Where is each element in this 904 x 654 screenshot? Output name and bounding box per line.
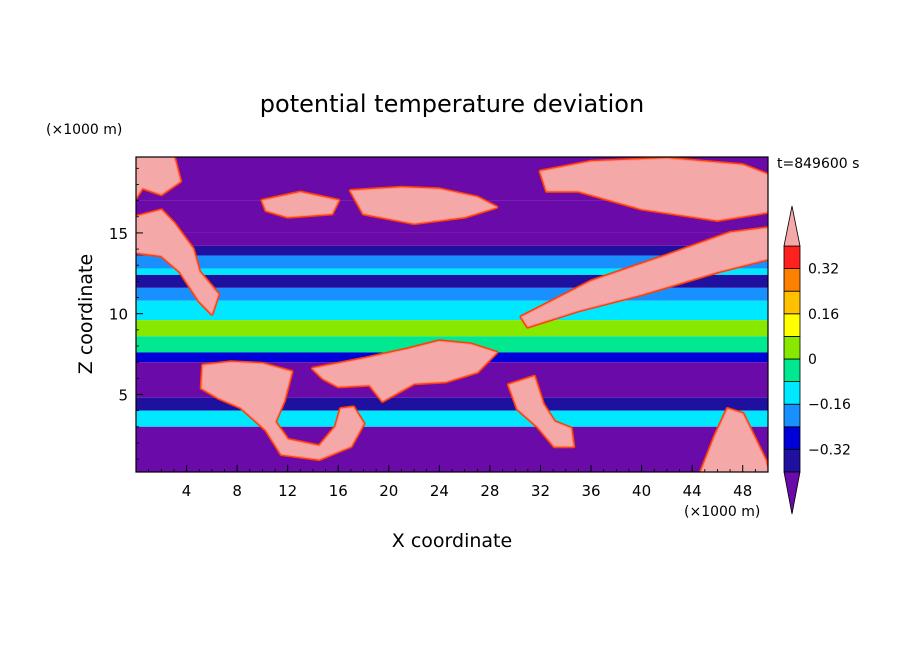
colorbar-segment (783, 448, 801, 473)
x-tick-label: 28 (480, 482, 499, 500)
colorbar-max-arrow (783, 205, 801, 247)
contour-band-9 (136, 320, 768, 337)
x-tick-label: 20 (379, 482, 398, 500)
colorbar-segment (783, 268, 801, 292)
contour-band-14 (136, 410, 768, 427)
colorbar-segment (783, 358, 801, 383)
time-label: t=849600 s (777, 156, 859, 172)
x-tick-label: 36 (581, 482, 600, 500)
y-tick-label: 15 (109, 225, 128, 243)
colorbar-segment (783, 381, 801, 405)
x-axis-ticks: 4 8 12 16 20 24 28 32 36 40 44 48 (148, 465, 756, 500)
colorbar: −0.32 −0.16 0 0.16 0.32 (783, 205, 851, 515)
x-tick-label: 4 (182, 482, 192, 500)
y-tick-label: 5 (118, 386, 128, 404)
patch-upper-islands (261, 191, 339, 218)
contour-band-2 (136, 232, 768, 246)
patch-upper-right (539, 158, 768, 221)
colorbar-segment (783, 313, 801, 337)
colorbar-segment (783, 426, 801, 450)
contour-patches (136, 157, 768, 472)
contour-band-4 (136, 255, 768, 269)
x-tick-label: 40 (632, 482, 651, 500)
x-tick-label: 32 (531, 482, 550, 500)
patch-upper-mid (350, 187, 498, 224)
colorbar-segment (783, 335, 801, 360)
patch-lower-left-mass (201, 361, 365, 460)
x-axis-label: X coordinate (392, 530, 512, 552)
x-tick-label: 48 (733, 482, 752, 500)
contour-band-3 (136, 245, 768, 256)
colorbar-segment (783, 403, 801, 428)
x-tick-label: 12 (278, 482, 297, 500)
x-tick-label: 24 (430, 482, 449, 500)
colorbar-tick-label: −0.16 (808, 397, 851, 413)
colorbar-tick-label: 0.32 (808, 262, 839, 278)
colorbar-segment (783, 245, 801, 270)
colorbar-tick-label: 0.16 (808, 307, 839, 323)
y-tick-label: 10 (109, 306, 128, 324)
x-unit-label: (×1000 m) (684, 504, 760, 520)
patch-mid-left (136, 209, 219, 315)
colorbar-tick-label: −0.32 (808, 442, 851, 458)
chart-title: potential temperature deviation (260, 90, 644, 118)
colorbar-tick-label: 0 (808, 352, 817, 368)
patch-lower-center (311, 340, 498, 402)
x-tick-label: 44 (683, 482, 702, 500)
patch-upper-left (136, 157, 181, 199)
colorbar-segment (783, 290, 801, 315)
x-tick-label: 8 (232, 482, 242, 500)
colorbar-min-arrow (783, 471, 801, 515)
y-unit-label: (×1000 m) (46, 122, 122, 138)
contour-band-15 (136, 426, 768, 472)
y-axis-ticks: 5 10 15 (109, 167, 143, 460)
contour-band-13 (136, 397, 768, 411)
contour-band-8 (136, 300, 768, 321)
contour-band-7 (136, 287, 768, 301)
patch-lower-center-right (508, 376, 574, 447)
contour-band-5 (136, 268, 768, 275)
x-tick-label: 16 (329, 482, 348, 500)
patch-mid-right-ridge (520, 227, 768, 328)
y-axis-label: Z coordinate (75, 254, 97, 374)
